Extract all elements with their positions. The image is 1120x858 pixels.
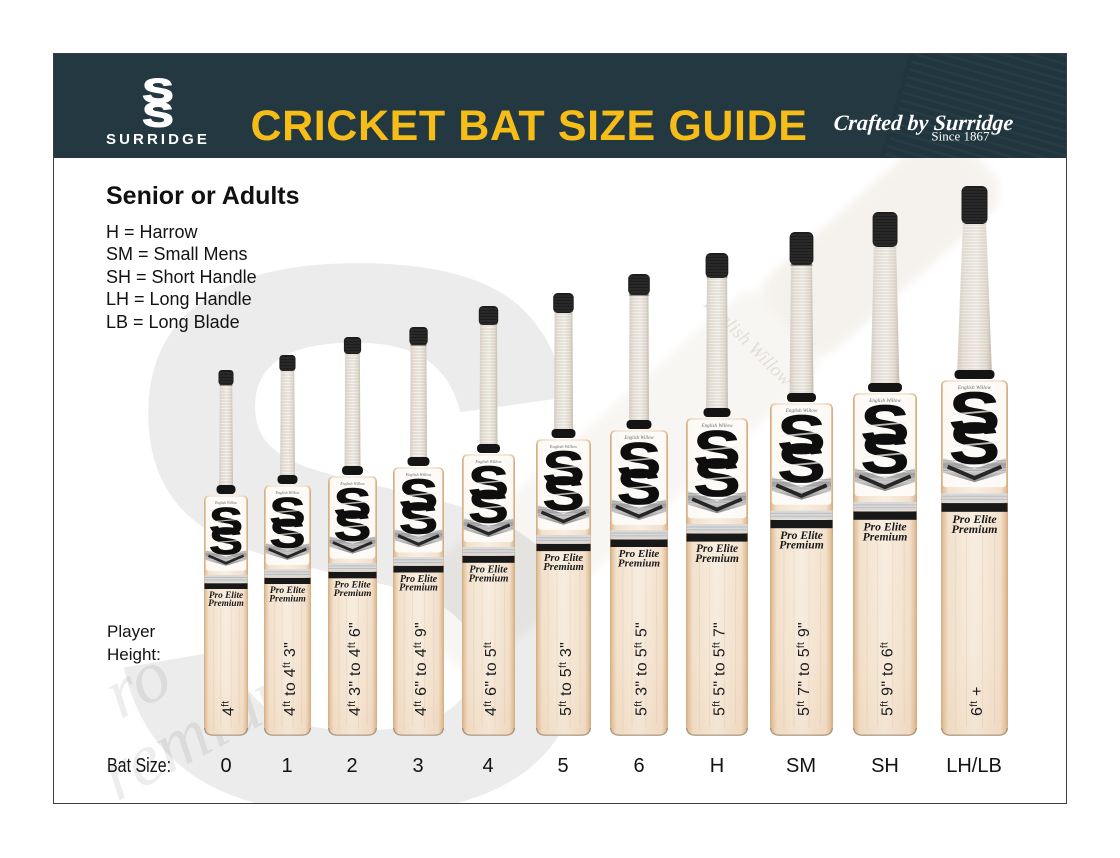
- svg-text:6ft​ +: 6ft​ +: [968, 686, 985, 716]
- svg-text:S: S: [693, 448, 740, 508]
- svg-text:5ft​ 9" to 6ft​: 5ft​ 9" to 6ft​: [879, 642, 896, 716]
- svg-text:English Willow: English Willow: [214, 501, 237, 505]
- svg-text:English Willow: English Willow: [548, 444, 576, 449]
- svg-text:Pro Elite: Pro Elite: [469, 565, 508, 576]
- svg-text:Pro Elite: Pro Elite: [209, 591, 243, 601]
- svg-text:Pro Elite: Pro Elite: [952, 512, 997, 526]
- svg-text:English Willow: English Willow: [956, 385, 991, 391]
- svg-text:English Willow: English Willow: [339, 481, 365, 486]
- svg-text:Premium: Premium: [468, 573, 508, 584]
- svg-text:S: S: [777, 433, 825, 494]
- svg-text:S: S: [143, 95, 174, 134]
- svg-text:English Willow: English Willow: [784, 408, 817, 414]
- svg-text:Premium: Premium: [269, 593, 306, 604]
- svg-text:Pro Elite: Pro Elite: [863, 521, 906, 534]
- svg-text:English Willow: English Willow: [701, 423, 734, 429]
- svg-text:English Willow: English Willow: [868, 398, 901, 404]
- svg-text:Pro Elite: Pro Elite: [399, 574, 437, 585]
- svg-text:Premium: Premium: [333, 588, 371, 599]
- svg-text:Pro Elite: Pro Elite: [696, 543, 738, 555]
- svg-text:English Willow: English Willow: [623, 436, 654, 441]
- svg-text:Premium: Premium: [399, 583, 438, 594]
- svg-text:Premium: Premium: [618, 558, 661, 570]
- svg-text:CRICKET BAT SIZE GUIDE: CRICKET BAT SIZE GUIDE: [250, 104, 807, 150]
- svg-text:Pro Elite: Pro Elite: [619, 548, 660, 560]
- svg-text:Premium: Premium: [695, 553, 739, 565]
- svg-text:Pro Elite: Pro Elite: [543, 553, 582, 564]
- svg-text:Pro Elite: Pro Elite: [780, 529, 823, 542]
- svg-text:Premium: Premium: [779, 539, 823, 552]
- svg-text:4ft​ to 4ft​ 3": 4ft​ to 4ft​ 3": [281, 642, 298, 716]
- svg-text:S: S: [269, 490, 305, 535]
- svg-text:Premium: Premium: [543, 562, 584, 573]
- svg-text:Premium: Premium: [951, 522, 997, 536]
- svg-text:SURRIDGE: SURRIDGE: [106, 131, 210, 148]
- svg-text:Crafted by Surridge: Crafted by Surridge: [833, 110, 1015, 135]
- svg-text:S: S: [617, 433, 661, 489]
- svg-text:English Willow: English Willow: [274, 491, 299, 495]
- svg-text:4ft​ 6" to 5ft​: 4ft​ 6" to 5ft​: [482, 642, 499, 716]
- svg-text:Pro Elite: Pro Elite: [334, 580, 371, 591]
- svg-text:Pro Elite: Pro Elite: [269, 585, 305, 596]
- svg-text:S: S: [143, 74, 174, 110]
- svg-text:Premium: Premium: [863, 531, 908, 544]
- svg-text:Premium: Premium: [208, 599, 244, 609]
- svg-text:English Willow: English Willow: [404, 472, 431, 477]
- svg-text:5ft​ to 5ft​ 3": 5ft​ to 5ft​ 3": [557, 642, 574, 716]
- svg-text:English Willow: English Willow: [474, 459, 501, 464]
- svg-text:Since 1867: Since 1867: [931, 129, 990, 144]
